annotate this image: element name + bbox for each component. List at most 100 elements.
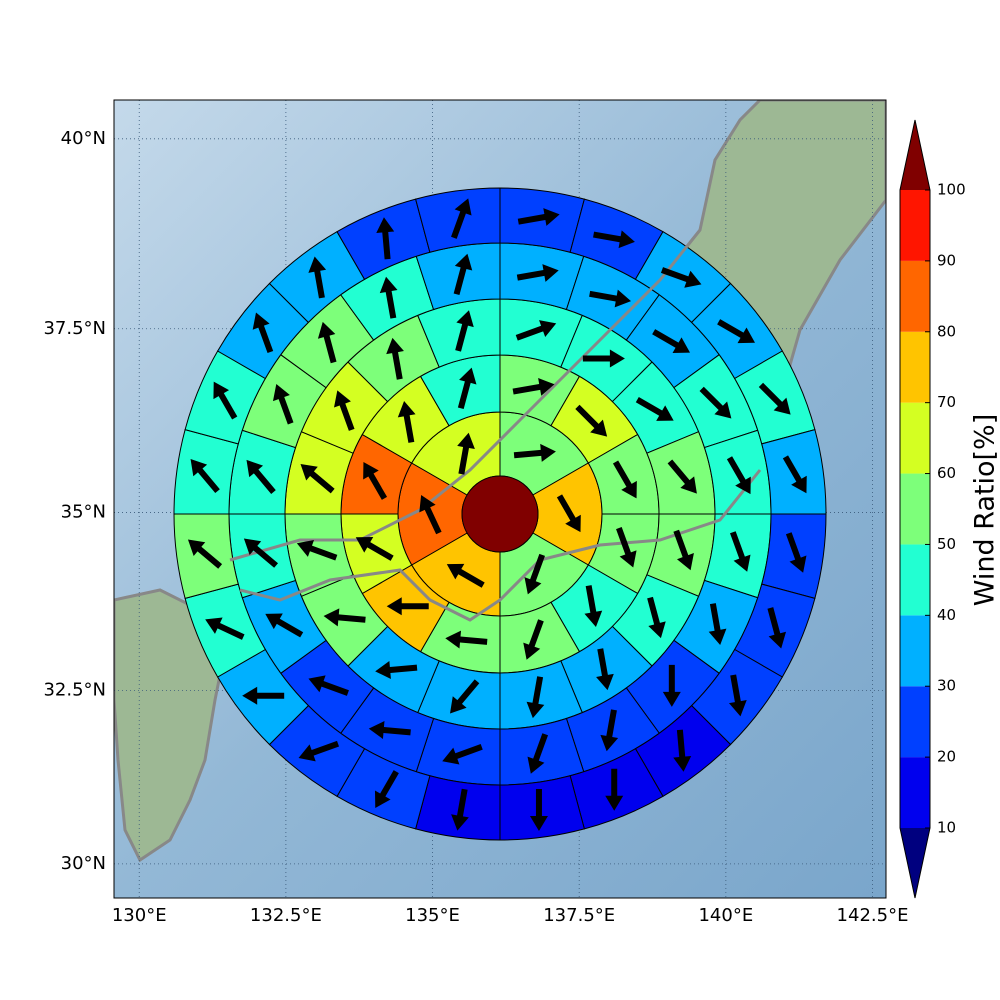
colorbar-tick-label: 80 [937,322,956,340]
wind-arrow [450,679,480,714]
wind-arrow [298,740,340,762]
wind-arrow [673,529,694,571]
colorbar-tick-label: 40 [937,606,956,624]
colorbar-band [900,331,930,403]
wind-arrow [667,459,697,494]
wind-arrow [375,661,418,679]
wind-arrow [190,458,220,494]
wind-arrow [296,539,338,561]
wind-arrow [635,397,674,421]
wind-arrow [363,462,388,500]
colorbar-extend-min [900,828,930,898]
colorbar-tick-label: 90 [937,251,956,269]
wind-arrow [376,217,395,260]
wind-arrow [355,536,394,561]
wind-arrow [652,329,691,353]
wind-arrow [616,527,637,568]
wind-arrow [513,443,556,462]
y-tick-label: 37.5°N [43,318,106,339]
wind-arrow [442,744,483,765]
wind-arrow [517,208,560,226]
wind-arrow [605,768,624,811]
wind-arrow [246,459,276,495]
wind-arrow [730,531,751,572]
colorbar-band [900,544,930,616]
wind-arrow [308,675,349,696]
colorbar-band [900,260,930,332]
wind-arrow [386,337,404,380]
colorbar-tick-label: 20 [937,748,956,766]
wind-arrow [758,382,791,415]
wind-arrow [451,198,472,239]
wind-arrow [272,383,294,425]
colorbar-tick-label: 70 [937,393,956,411]
colorbar-tick-label: 50 [937,535,956,553]
colorbar-tick-label: 10 [937,819,956,837]
wind-arrow [455,310,474,352]
x-tick-label: 140°E [698,905,753,926]
colorbar-tick-label: 60 [937,464,956,482]
wind-arrow [660,267,702,288]
wind-arrow [515,320,557,341]
wind-arrow [300,464,335,494]
wind-arrow [647,596,666,639]
wind-arrow [187,539,223,569]
wind-arrow [453,253,473,296]
wind-arrow [334,390,355,431]
wind-arrow [457,367,477,410]
wind-arrow [386,597,429,616]
y-tick-label: 40°N [61,128,106,149]
wind-arrow [516,264,559,282]
sector [415,775,501,841]
x-tick-label: 132.5°E [250,905,322,926]
wind-arrow [584,585,603,627]
wind-arrow [785,532,807,573]
wind-arrow [717,319,756,344]
wind-arrow [243,538,279,568]
wind-arrow [446,563,485,588]
wind-arrow [368,721,411,739]
wind-arrow [699,386,732,419]
colorbar-band [900,615,930,687]
wind-arrow [308,256,327,299]
wind-arrow [527,733,549,774]
wind-arrow [242,686,285,705]
wind-arrow [205,617,245,640]
plot-frame [113,99,887,899]
x-tick-label: 130°E [112,905,167,926]
wind-arrow [526,676,545,719]
wind-arrow [673,729,692,772]
wind-arrow [374,770,399,808]
x-tick-label: 142.5°E [837,905,909,926]
wind-arrow [708,603,727,646]
sector [499,775,585,841]
colorbar-band [900,473,930,545]
wind-arrow [457,432,475,475]
x-tick-label: 137.5°E [543,905,615,926]
wind-arrow [523,619,544,660]
wind-arrow [728,674,747,717]
center-sector [461,475,539,553]
colorbar-tick-label: 100 [937,181,966,199]
y-tick-label: 30°N [61,853,106,874]
colorbar-label: Wind Ratio[%] [970,414,1000,606]
y-tick-label: 35°N [61,501,106,522]
wind-arrow [265,613,304,638]
wind-arrow [556,494,581,533]
wind-arrow [524,553,546,595]
wind-arrow [445,630,488,649]
wind-arrow [596,648,614,691]
wind-arrow [575,404,608,437]
wind-arrow [529,788,548,831]
wind-arrow [512,378,555,396]
wind-arrow [582,349,625,368]
wind-arrow [726,456,751,495]
wind-arrow [662,664,681,707]
wind-arrow [379,276,398,319]
wind-arrow [767,607,787,649]
wind-arrow [419,494,442,535]
colorbar-extend-max [900,120,930,190]
wind-arrow [451,788,469,831]
coastline [229,229,762,622]
